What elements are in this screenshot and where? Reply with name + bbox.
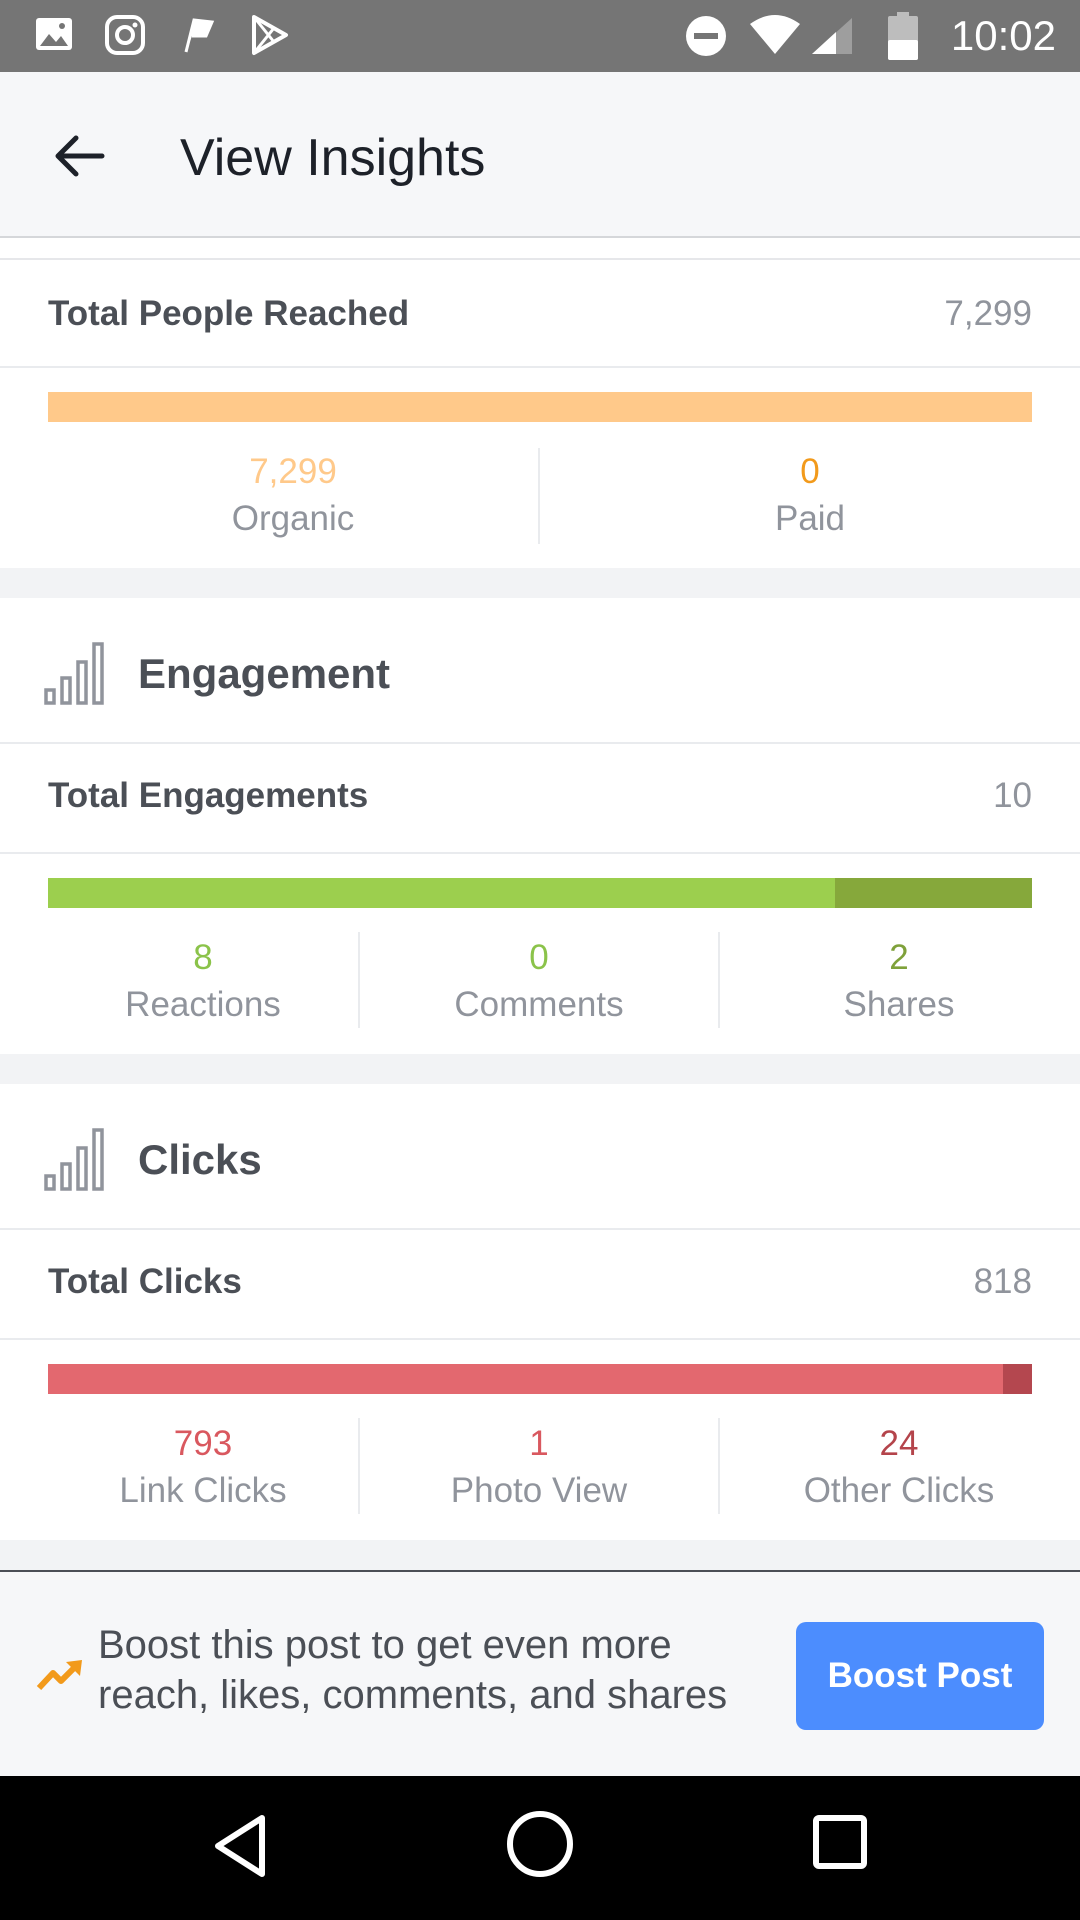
clicks-card: Clicks Total Clicks 818 793 Link Clicks … — [0, 1084, 1080, 1540]
photo-view-label: Photo View — [450, 1471, 628, 1510]
app-header: View Insights — [0, 72, 1080, 238]
organic-stat: 7,299 Organic — [48, 450, 538, 544]
section-gap — [0, 1540, 1080, 1570]
status-bar: 10:02 — [0, 0, 1080, 72]
total-clicks-label: Total Clicks — [48, 1262, 242, 1301]
bar-segment-photo-view — [1001, 1364, 1004, 1394]
stat-divider — [718, 932, 720, 1028]
engagement-bar — [48, 878, 1032, 908]
section-gap — [0, 568, 1080, 598]
reach-bar — [48, 392, 1032, 422]
stat-divider — [538, 448, 540, 544]
do-not-disturb-icon — [684, 14, 728, 63]
link-clicks-value: 793 — [173, 1424, 233, 1463]
shares-label: Shares — [843, 985, 955, 1024]
bar-segment-shares — [835, 878, 1032, 908]
stat-divider — [358, 1418, 360, 1514]
other-clicks-label: Other Clicks — [803, 1471, 995, 1510]
boost-post-button[interactable]: Boost Post — [796, 1622, 1044, 1730]
total-engagements-label: Total Engagements — [48, 776, 369, 815]
bar-chart-icon — [44, 1126, 114, 1197]
total-clicks-value: 818 — [973, 1262, 1032, 1301]
reactions-label: Reactions — [125, 985, 281, 1024]
flag-icon — [180, 14, 216, 59]
reach-card: Total People Reached 7,299 7,299 Organic… — [0, 260, 1080, 568]
battery-icon — [888, 12, 918, 65]
paid-label: Paid — [774, 499, 846, 538]
page-title: View Insights — [180, 129, 486, 187]
bar-segment-organic — [48, 392, 1032, 422]
divider — [0, 1338, 1080, 1340]
shares-value: 2 — [889, 938, 909, 977]
organic-label: Organic — [231, 499, 355, 538]
boost-banner: Boost this post to get even more reach, … — [0, 1570, 1080, 1778]
link-clicks-label: Link Clicks — [119, 1471, 287, 1510]
stat-divider — [358, 932, 360, 1028]
bar-segment-link-clicks — [48, 1364, 1002, 1394]
instagram-icon — [104, 14, 146, 61]
shares-stat: 2 Shares — [720, 936, 1078, 1030]
trending-up-icon — [36, 1658, 84, 1697]
wifi-icon — [748, 14, 802, 61]
total-engagements-value: 10 — [993, 776, 1032, 815]
paid-value: 0 — [800, 452, 820, 491]
comments-value: 0 — [529, 938, 549, 977]
home-nav-icon[interactable] — [504, 1808, 576, 1885]
photo-view-value: 1 — [529, 1424, 549, 1463]
play-store-icon — [248, 14, 290, 61]
divider — [0, 742, 1080, 744]
divider — [0, 1228, 1080, 1230]
divider — [0, 366, 1080, 368]
scroll-shade — [0, 238, 1080, 260]
bar-chart-icon — [44, 640, 114, 711]
reactions-value: 8 — [193, 938, 213, 977]
bar-segment-other-clicks — [1003, 1364, 1032, 1394]
back-nav-icon[interactable] — [210, 1812, 270, 1885]
navigation-bar — [0, 1776, 1080, 1920]
photo-view-stat: 1 Photo View — [360, 1422, 718, 1516]
back-arrow-icon[interactable] — [50, 128, 114, 184]
cell-signal-icon — [810, 16, 854, 61]
divider — [0, 852, 1080, 854]
engagement-title: Engagement — [138, 650, 391, 697]
link-clicks-stat: 793 Link Clicks — [48, 1422, 358, 1516]
comments-stat: 0 Comments — [360, 936, 718, 1030]
stat-divider — [718, 1418, 720, 1514]
boost-message: Boost this post to get even more reach, … — [98, 1623, 728, 1717]
section-gap — [0, 1054, 1080, 1084]
bar-segment-reactions — [48, 878, 836, 908]
comments-label: Comments — [454, 985, 624, 1024]
paid-stat: 0 Paid — [540, 450, 1080, 544]
gallery-icon — [34, 14, 74, 59]
other-clicks-value: 24 — [879, 1424, 919, 1463]
other-clicks-stat: 24 Other Clicks — [720, 1422, 1078, 1516]
total-reach-label: Total People Reached — [48, 294, 410, 333]
engagement-card: Engagement Total Engagements 10 8 Reacti… — [0, 598, 1080, 1054]
status-time: 10:02 — [950, 12, 1056, 59]
clicks-bar — [48, 1364, 1032, 1394]
organic-value: 7,299 — [249, 452, 337, 491]
recents-nav-icon[interactable] — [812, 1814, 868, 1875]
total-reach-value: 7,299 — [944, 294, 1032, 333]
reactions-stat: 8 Reactions — [48, 936, 358, 1030]
clicks-title: Clicks — [138, 1136, 262, 1183]
